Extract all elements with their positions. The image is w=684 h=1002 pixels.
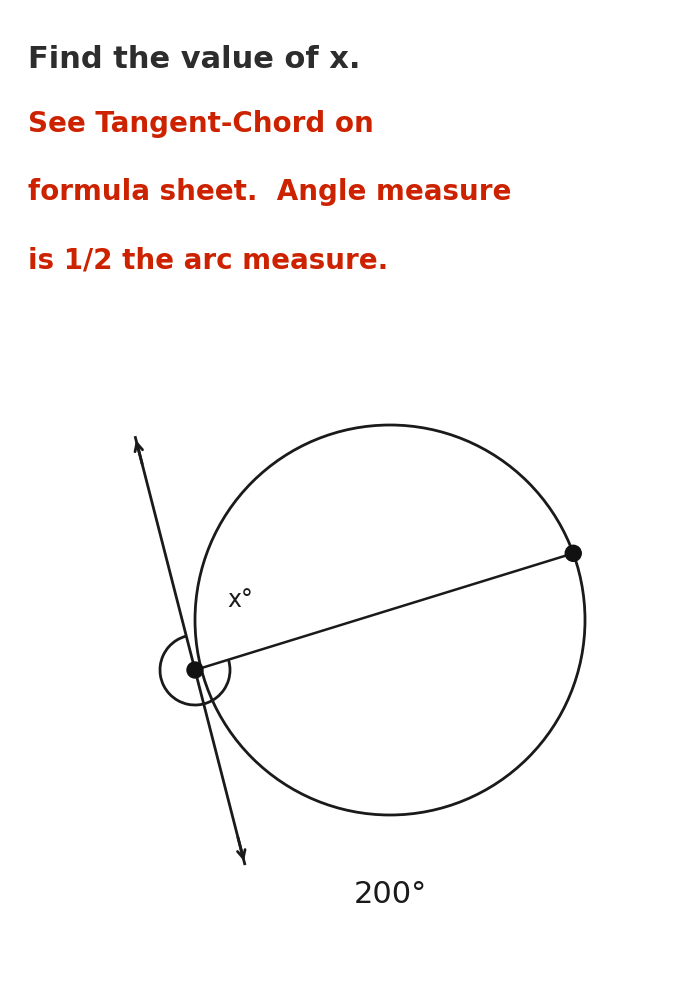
Text: Find the value of x.: Find the value of x. — [28, 45, 360, 74]
Text: 200°: 200° — [354, 880, 427, 909]
Text: See Tangent-Chord on: See Tangent-Chord on — [28, 110, 373, 138]
Text: x°: x° — [227, 588, 252, 612]
Text: is 1/2 the arc measure.: is 1/2 the arc measure. — [28, 246, 389, 274]
Text: formula sheet.  Angle measure: formula sheet. Angle measure — [28, 178, 512, 206]
Circle shape — [565, 545, 581, 561]
Circle shape — [187, 662, 203, 678]
